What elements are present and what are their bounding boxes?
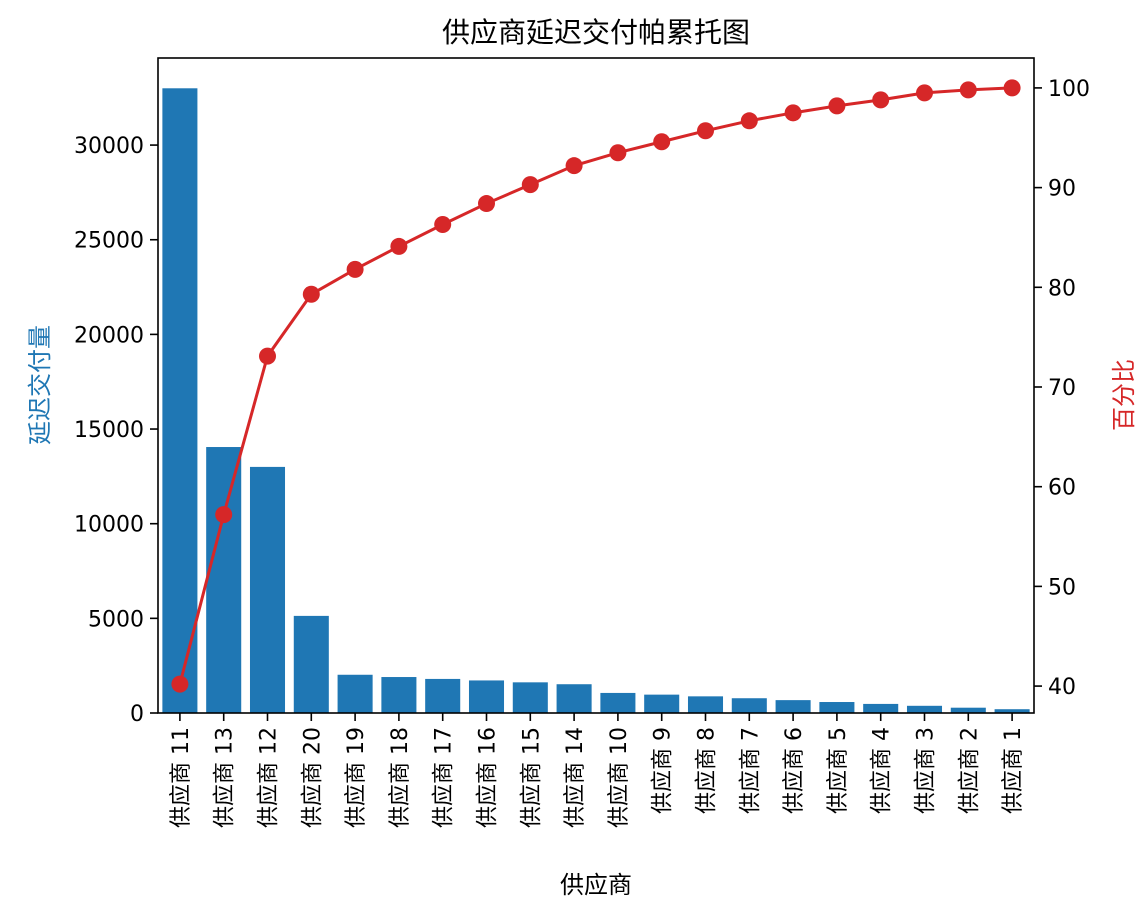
bar bbox=[906, 705, 943, 713]
bar bbox=[249, 466, 286, 713]
cumulative-point bbox=[215, 506, 233, 524]
bar bbox=[731, 698, 767, 713]
y-tick-label: 15000 bbox=[74, 418, 144, 443]
x-tick-label: 供应商 3 bbox=[914, 727, 939, 814]
y-tick-label: 10000 bbox=[74, 513, 144, 538]
bar bbox=[863, 703, 899, 713]
x-axis-ticks: 供应商 11 供应商 13 供应商 12 供应商 20 供应商 19 供应商 18 供应商 … bbox=[169, 713, 1026, 828]
x-tick-label: 供应商 4 bbox=[870, 727, 895, 814]
bar bbox=[293, 615, 329, 713]
y-tick-label: 30000 bbox=[74, 134, 144, 159]
x-tick-label: 供应商 1 bbox=[1001, 727, 1026, 814]
cumulative-point bbox=[171, 675, 189, 693]
y2-tick-label: 60 bbox=[1048, 476, 1076, 501]
x-tick-label: 供应商 12 bbox=[257, 727, 282, 828]
cumulative-point bbox=[259, 347, 276, 365]
x-tick-label: 供应商 16 bbox=[476, 727, 501, 828]
y2-tick-label: 80 bbox=[1048, 276, 1076, 301]
cumulative-point bbox=[1003, 79, 1021, 97]
bar bbox=[381, 677, 417, 713]
cumulative-point bbox=[478, 195, 495, 213]
right-axis-ticks: 40 50 60 70 80 90 100 bbox=[1034, 77, 1090, 700]
plot-frame bbox=[157, 57, 1035, 714]
bar bbox=[644, 694, 680, 713]
cumulative-point bbox=[784, 104, 802, 122]
x-tick-label: 供应商 19 bbox=[344, 727, 369, 828]
cumulative-point bbox=[828, 97, 846, 115]
cumulative-point bbox=[346, 260, 364, 278]
y-tick-label: 0 bbox=[130, 702, 144, 727]
y2-tick-label: 100 bbox=[1048, 77, 1090, 102]
cumulative-point bbox=[653, 133, 671, 151]
x-tick-label: 供应商 7 bbox=[738, 727, 763, 814]
x-tick-label: 供应商 18 bbox=[388, 727, 413, 828]
cumulative-point bbox=[916, 84, 933, 102]
cumulative-point bbox=[697, 122, 714, 140]
cumulative-point bbox=[302, 285, 320, 303]
bar bbox=[425, 678, 461, 713]
bar bbox=[950, 707, 986, 713]
chart-title: 供应商延迟交付帕累托图 bbox=[442, 16, 750, 49]
cumulative-point bbox=[521, 176, 539, 194]
bar bbox=[687, 696, 724, 713]
cumulative-percent-series bbox=[171, 79, 1021, 693]
bar bbox=[600, 692, 636, 713]
x-tick-label: 供应商 8 bbox=[695, 727, 720, 814]
bar bbox=[556, 684, 592, 713]
x-tick-label: 供应商 13 bbox=[213, 727, 238, 828]
bar bbox=[162, 88, 198, 714]
bar bbox=[206, 447, 242, 713]
y-axis-label: 延迟交付量 bbox=[26, 325, 54, 445]
x-axis-label: 供应商 bbox=[560, 871, 632, 899]
bar bbox=[819, 702, 855, 713]
y2-tick-label: 90 bbox=[1048, 177, 1076, 202]
cumulative-point bbox=[872, 91, 890, 109]
x-tick-label: 供应商 5 bbox=[826, 727, 851, 814]
cumulative-point bbox=[959, 81, 977, 99]
cumulative-line bbox=[178, 86, 1013, 685]
bar-series bbox=[162, 88, 1030, 714]
bar bbox=[512, 682, 548, 713]
x-tick-label: 供应商 14 bbox=[563, 727, 588, 828]
y2-tick-label: 50 bbox=[1048, 575, 1076, 600]
x-tick-label: 供应商 15 bbox=[519, 727, 544, 828]
cumulative-point bbox=[565, 157, 583, 175]
x-tick-label: 供应商 2 bbox=[957, 727, 982, 814]
cumulative-point bbox=[609, 144, 627, 162]
x-tick-label: 供应商 10 bbox=[607, 727, 632, 828]
left-axis-ticks: 0 5000 10000 15000 20000 25000 30000 bbox=[74, 134, 158, 727]
cumulative-point bbox=[434, 215, 452, 233]
x-tick-label: 供应商 9 bbox=[651, 727, 676, 814]
bar bbox=[337, 674, 373, 713]
x-tick-label: 供应商 20 bbox=[300, 727, 325, 828]
y2-tick-label: 70 bbox=[1048, 376, 1076, 401]
x-tick-label: 供应商 11 bbox=[169, 727, 194, 828]
cumulative-point bbox=[740, 112, 758, 130]
bar bbox=[468, 680, 505, 713]
cumulative-point bbox=[390, 237, 408, 255]
bar bbox=[994, 709, 1030, 713]
y-tick-label: 5000 bbox=[88, 607, 144, 632]
y-tick-label: 20000 bbox=[74, 323, 144, 348]
y2-tick-label: 40 bbox=[1048, 675, 1076, 700]
y-tick-label: 25000 bbox=[74, 229, 144, 254]
y2-axis-label: 百分比 bbox=[1110, 359, 1138, 431]
x-tick-label: 供应商 6 bbox=[782, 727, 807, 814]
x-tick-label: 供应商 17 bbox=[432, 727, 457, 828]
bar bbox=[775, 700, 811, 713]
